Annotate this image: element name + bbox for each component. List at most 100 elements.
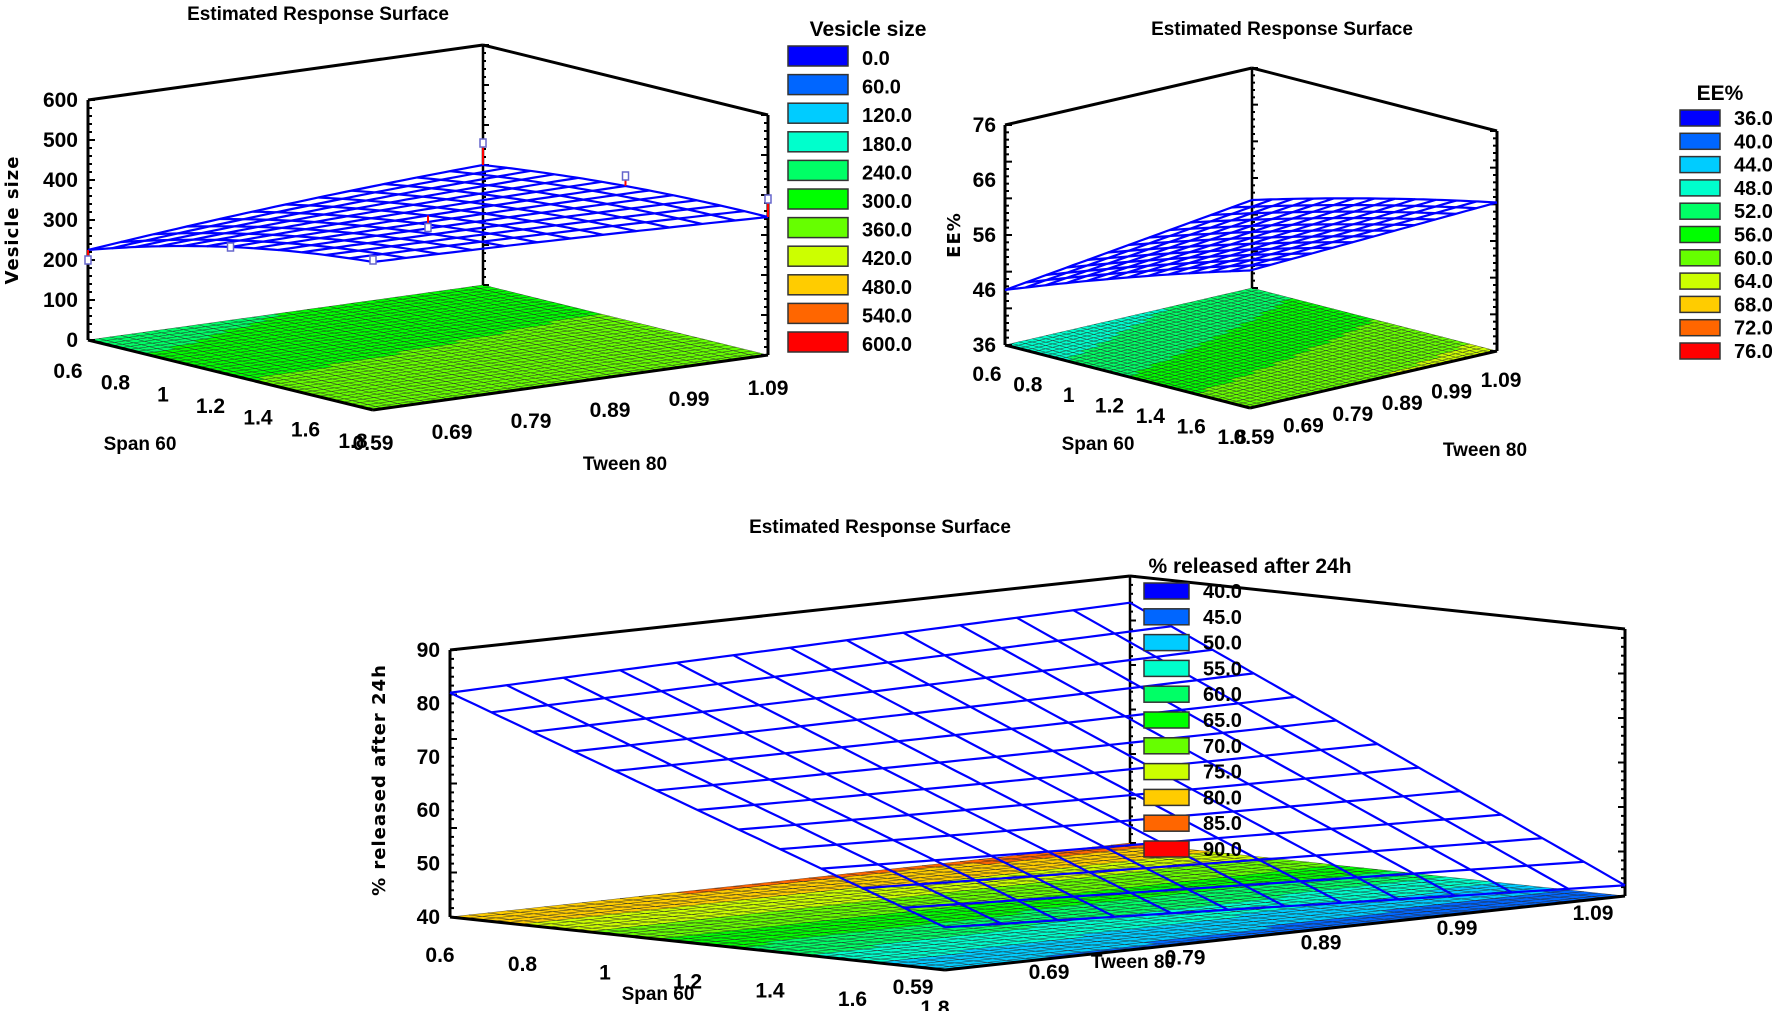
legend-swatch bbox=[1679, 249, 1721, 267]
mesh-line bbox=[1107, 241, 1353, 254]
y-tick-label: 0.99 bbox=[1431, 380, 1472, 403]
observed-point bbox=[369, 255, 377, 265]
legend-swatch bbox=[787, 73, 849, 96]
tween-axis-line bbox=[944, 894, 1626, 972]
x-tick-label: 1 bbox=[1063, 384, 1075, 407]
legend-swatch bbox=[1143, 814, 1190, 832]
x-tick-label: 0.8 bbox=[1013, 374, 1043, 397]
legend-label: 64.0 bbox=[1734, 271, 1772, 293]
y-axis-label: Tween 80 bbox=[583, 454, 667, 475]
legend-label: 240.0 bbox=[862, 162, 912, 184]
mesh-line bbox=[1025, 263, 1271, 284]
legend-label: 70.0 bbox=[1203, 736, 1242, 758]
floor-contour bbox=[87, 284, 769, 411]
tween-axis-line bbox=[1249, 349, 1498, 410]
legend-swatch bbox=[787, 131, 849, 153]
legend-title: % released after 24h bbox=[1148, 555, 1351, 578]
legend-swatch bbox=[1679, 109, 1721, 127]
legend-swatch bbox=[1143, 762, 1190, 781]
observed-point bbox=[424, 222, 432, 233]
z-tick-label: 50 bbox=[417, 853, 440, 876]
legend-label: 72.0 bbox=[1734, 318, 1772, 340]
span-axis-line bbox=[87, 338, 374, 412]
top-left-edge bbox=[1004, 66, 1253, 127]
mesh-line bbox=[1087, 246, 1333, 262]
mesh-line bbox=[1004, 269, 1251, 292]
legend-label: 52.0 bbox=[1734, 201, 1772, 223]
legend-label: 40.0 bbox=[1203, 581, 1242, 603]
mesh-line bbox=[219, 217, 505, 248]
legend-swatch bbox=[1143, 608, 1190, 626]
legend-swatch bbox=[787, 331, 849, 353]
y-tick-label: 1.09 bbox=[1481, 369, 1522, 392]
x-axis-label: Span 60 bbox=[622, 984, 695, 1005]
legend-label: 36.0 bbox=[1734, 108, 1772, 130]
observed-point bbox=[226, 242, 235, 252]
x-tick-label: 0.6 bbox=[425, 944, 454, 967]
x-tick-label: 1.4 bbox=[755, 979, 785, 1002]
z-tick-label: 300 bbox=[43, 209, 78, 232]
z-tick-label: 100 bbox=[43, 289, 78, 312]
legend-swatch bbox=[1679, 155, 1721, 174]
mesh-line bbox=[732, 654, 1229, 911]
z-tick-label: 70 bbox=[417, 746, 440, 769]
chart-title: Estimated Response Surface bbox=[749, 517, 1011, 538]
legend-swatch bbox=[1679, 132, 1721, 151]
response-surface-mesh bbox=[449, 601, 1626, 929]
legend-swatch bbox=[1679, 295, 1721, 314]
floor-contour bbox=[1004, 287, 1498, 409]
mesh-line bbox=[959, 624, 1456, 897]
legend-label: 48.0 bbox=[1734, 178, 1772, 200]
mesh-line bbox=[449, 170, 736, 222]
mesh-line bbox=[186, 225, 472, 252]
top-left-edge bbox=[449, 574, 1131, 652]
y-tick-label: 0.89 bbox=[590, 399, 631, 422]
z-tick-label: 0 bbox=[66, 329, 78, 352]
legend-swatch bbox=[787, 302, 849, 325]
y-tick-label: 0.59 bbox=[353, 432, 394, 455]
y-tick-label: 0.59 bbox=[893, 976, 934, 999]
legend: Vesicle size 0.0 60.0 120.0 180.0 240.0 300.0 3… bbox=[787, 18, 926, 356]
axis-box bbox=[448, 574, 1627, 972]
z-tick-label: 400 bbox=[43, 169, 78, 192]
y-tick-label: 0.79 bbox=[511, 410, 552, 433]
mesh-line bbox=[1046, 258, 1292, 277]
z-tick-label: 56 bbox=[973, 224, 996, 247]
legend-label: 540.0 bbox=[862, 305, 912, 327]
y-tick-label: 0.69 bbox=[1029, 961, 1070, 984]
legend-label: 480.0 bbox=[862, 277, 912, 299]
x-tick-label: 1.6 bbox=[1177, 416, 1206, 439]
legend-label: 300.0 bbox=[862, 191, 912, 213]
legend-label: 40.0 bbox=[1734, 131, 1772, 153]
z-tick-label: 90 bbox=[417, 639, 440, 662]
legend-swatch bbox=[1143, 840, 1190, 858]
legend-swatch bbox=[787, 188, 849, 210]
legend-label: 80.0 bbox=[1203, 787, 1242, 809]
z-tick-label: 600 bbox=[43, 89, 78, 112]
mesh-line bbox=[1251, 197, 1498, 204]
mesh-line bbox=[120, 238, 407, 259]
x-tick-label: 1.8 bbox=[920, 997, 950, 1011]
legend-swatch bbox=[1679, 179, 1721, 197]
legend-swatch bbox=[1679, 272, 1721, 290]
legend-swatch bbox=[1143, 737, 1190, 755]
chart-title: Estimated Response Surface bbox=[1151, 19, 1413, 40]
x-tick-label: 0.6 bbox=[972, 363, 1001, 386]
z-tick-label: 200 bbox=[43, 249, 78, 272]
tween-axis-line bbox=[372, 353, 769, 412]
legend-swatch bbox=[1679, 202, 1721, 220]
top-right-edge bbox=[1251, 66, 1498, 133]
y-tick-label: 0.89 bbox=[1382, 392, 1423, 415]
mesh-line bbox=[351, 189, 637, 233]
legend-label: 60.0 bbox=[1734, 248, 1772, 270]
x-tick-label: 1.4 bbox=[1136, 405, 1166, 428]
response-surface-mesh bbox=[1004, 197, 1498, 292]
legend-swatch bbox=[1679, 342, 1721, 360]
x-tick-label: 0.8 bbox=[508, 953, 538, 976]
legend-label: 600.0 bbox=[862, 334, 912, 356]
floor-contour bbox=[449, 842, 1626, 971]
z-axis-label: Vesicle size bbox=[2, 156, 23, 285]
legend-swatch bbox=[1143, 711, 1190, 729]
z-tick-label: 60 bbox=[417, 799, 440, 822]
